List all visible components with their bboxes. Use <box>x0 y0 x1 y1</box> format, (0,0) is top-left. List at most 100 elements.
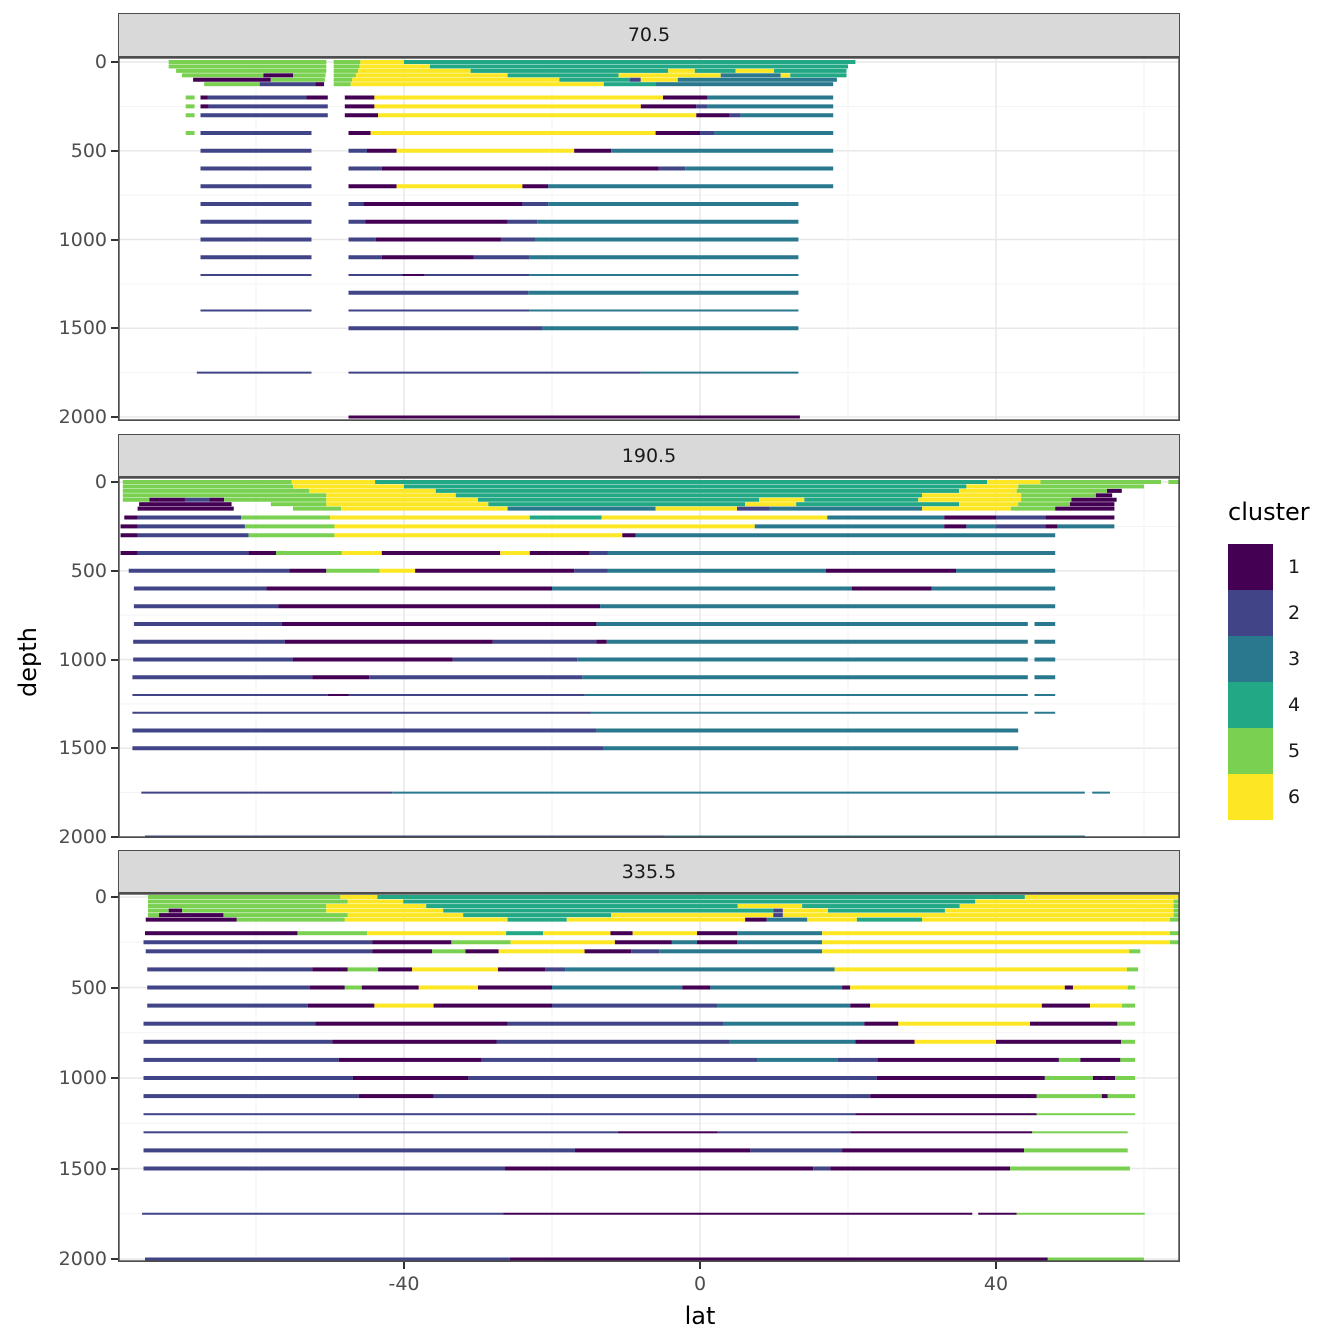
cluster-segment <box>510 940 615 945</box>
cluster-segment <box>658 166 686 171</box>
cluster-segment <box>635 533 1056 538</box>
cluster-segment <box>326 493 456 498</box>
cluster-segment <box>122 493 327 498</box>
cluster-segment <box>347 913 464 918</box>
cluster-segment <box>601 515 828 520</box>
y-tick-label: 0 <box>94 51 107 73</box>
cluster-segment <box>584 949 632 954</box>
cluster-segment <box>1010 1166 1130 1171</box>
cluster-segment <box>720 73 781 78</box>
cluster-segment <box>241 515 330 520</box>
cluster-segment <box>143 1131 618 1134</box>
cluster-segment <box>1064 985 1073 990</box>
y-tick-mark <box>111 416 118 418</box>
legend-key-swatch <box>1228 774 1273 820</box>
facet-strip-label: 70.5 <box>627 24 671 46</box>
cluster-segment <box>334 533 623 538</box>
cluster-segment <box>372 940 452 945</box>
cluster-segment <box>1129 949 1141 954</box>
cluster-segment <box>565 967 835 972</box>
cluster-segment <box>655 131 700 135</box>
cluster-segment <box>696 104 708 109</box>
cluster-segment <box>782 913 1174 918</box>
cluster-segment <box>607 568 826 573</box>
cluster-segment <box>914 1039 996 1044</box>
cluster-segment <box>1032 1131 1128 1134</box>
cluster-segment <box>137 515 242 520</box>
cluster-segment <box>147 904 327 909</box>
legend-keys: 1 2 3 4 5 6 <box>1222 544 1340 820</box>
cluster-segment <box>426 904 738 909</box>
cluster-segment <box>358 68 471 73</box>
cluster-segment <box>432 949 466 954</box>
x-tick-mark <box>699 1262 701 1269</box>
cluster-segment <box>707 104 834 109</box>
y-tick-label: 1000 <box>58 648 107 671</box>
cluster-segment <box>259 82 316 87</box>
cluster-segment <box>289 568 327 573</box>
cluster-segment <box>640 77 678 82</box>
cluster-segment <box>412 967 498 972</box>
cluster-segment <box>503 1212 973 1215</box>
facet-strip-190.5: 190.5 <box>118 434 1180 477</box>
cluster-segment <box>451 940 511 945</box>
cluster-segment <box>589 551 608 555</box>
cluster-segment <box>582 675 1028 680</box>
x-axis-title: lat <box>684 1302 716 1330</box>
cluster-segment <box>200 95 208 100</box>
cluster-segment <box>143 1021 316 1026</box>
cluster-segment <box>754 524 945 529</box>
y-tick-mark <box>111 1167 118 1170</box>
cluster-segment <box>352 77 560 82</box>
cluster-segment <box>807 917 857 922</box>
y-tick-mark <box>111 658 118 661</box>
cluster-segment <box>548 184 834 189</box>
y-tick-mark <box>111 149 118 152</box>
y-tick-label: 2000 <box>58 826 107 848</box>
cluster-segment <box>813 1166 831 1171</box>
cluster-segment <box>120 551 138 555</box>
cluster-segment <box>1018 502 1070 507</box>
cluster-segment <box>147 913 160 918</box>
cluster-segment <box>143 1057 339 1062</box>
cluster-segment <box>137 551 249 555</box>
cluster-segment <box>122 497 150 502</box>
cluster-segment <box>307 1003 375 1008</box>
cluster-segment <box>996 515 1046 520</box>
cluster-segment <box>757 1057 838 1062</box>
cluster-segment <box>804 497 919 502</box>
cluster-segment <box>278 604 601 609</box>
cluster-segment <box>842 985 851 990</box>
legend-key-swatch <box>1228 636 1273 682</box>
cluster-segment <box>465 949 499 954</box>
cluster-segment <box>455 493 922 498</box>
cluster-segment <box>1057 524 1115 529</box>
cluster-segment <box>348 309 530 312</box>
y-tick-mark <box>111 986 118 989</box>
cluster-segment <box>1107 488 1122 493</box>
cluster-segment <box>137 524 245 529</box>
cluster-segment <box>133 639 285 644</box>
cluster-segment <box>185 95 195 100</box>
cluster-segment <box>176 68 327 73</box>
cluster-segment <box>468 1076 877 1080</box>
cluster-segment <box>552 1003 718 1008</box>
cluster-segment <box>326 497 478 502</box>
cluster-segment <box>677 77 837 82</box>
cluster-segment <box>378 113 697 118</box>
cluster-segment <box>143 940 373 945</box>
cluster-segment <box>802 904 960 909</box>
cluster-segment <box>358 1094 434 1099</box>
facet-panel-335.5 <box>118 893 1180 1262</box>
cluster-segment <box>574 1148 751 1153</box>
y-tick-label: 0 <box>94 471 107 493</box>
cluster-segment <box>509 1257 1048 1261</box>
cluster-segment <box>143 1148 575 1153</box>
cluster-segment <box>281 622 597 626</box>
cluster-segment <box>355 73 508 78</box>
y-tick-mark <box>111 481 118 483</box>
cluster-segment <box>822 949 1130 954</box>
cluster-segment <box>922 506 1011 511</box>
cluster-segment <box>147 899 348 904</box>
cluster-segment <box>185 131 195 135</box>
